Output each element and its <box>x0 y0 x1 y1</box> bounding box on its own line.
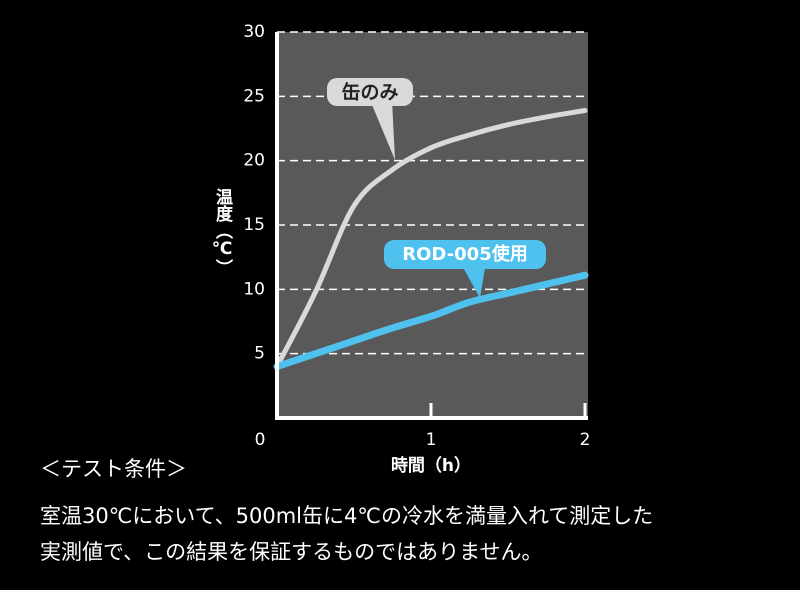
callout-box <box>384 240 546 269</box>
x-tick-label: 2 <box>580 430 591 450</box>
callout-rod: ROD-005使用 <box>384 240 546 298</box>
callout-pointer <box>370 100 395 160</box>
callout-can: 缶のみ <box>327 78 413 160</box>
x-tick-label: 0 <box>255 430 266 450</box>
y-tick-label: 5 <box>254 344 265 364</box>
conditions-line: 室温30℃において、500ml缶に4℃の冷水を満量入れて測定した <box>40 504 653 528</box>
series-line <box>274 107 588 370</box>
x-tick-label: 1 <box>426 430 437 450</box>
y-tick-label: 10 <box>243 279 265 299</box>
y-axis-label: 温度（℃） <box>212 188 233 276</box>
y-tick-label: 15 <box>243 215 265 235</box>
conditions-line: 実測値で、この結果を保証するものではありません。 <box>40 540 543 564</box>
callout-pointer <box>460 262 486 298</box>
x-axis-label: 時間（h） <box>391 455 471 476</box>
callout-label: 缶のみ <box>341 81 398 104</box>
conditions-title: ＜テスト条件＞ <box>40 457 187 481</box>
callout-label: ROD-005使用 <box>402 244 527 265</box>
y-tick-label: 25 <box>243 86 265 106</box>
callout-box <box>327 78 413 106</box>
y-tick-label: 20 <box>243 151 265 171</box>
series-line <box>273 271 589 371</box>
y-tick-label: 30 <box>243 22 265 42</box>
